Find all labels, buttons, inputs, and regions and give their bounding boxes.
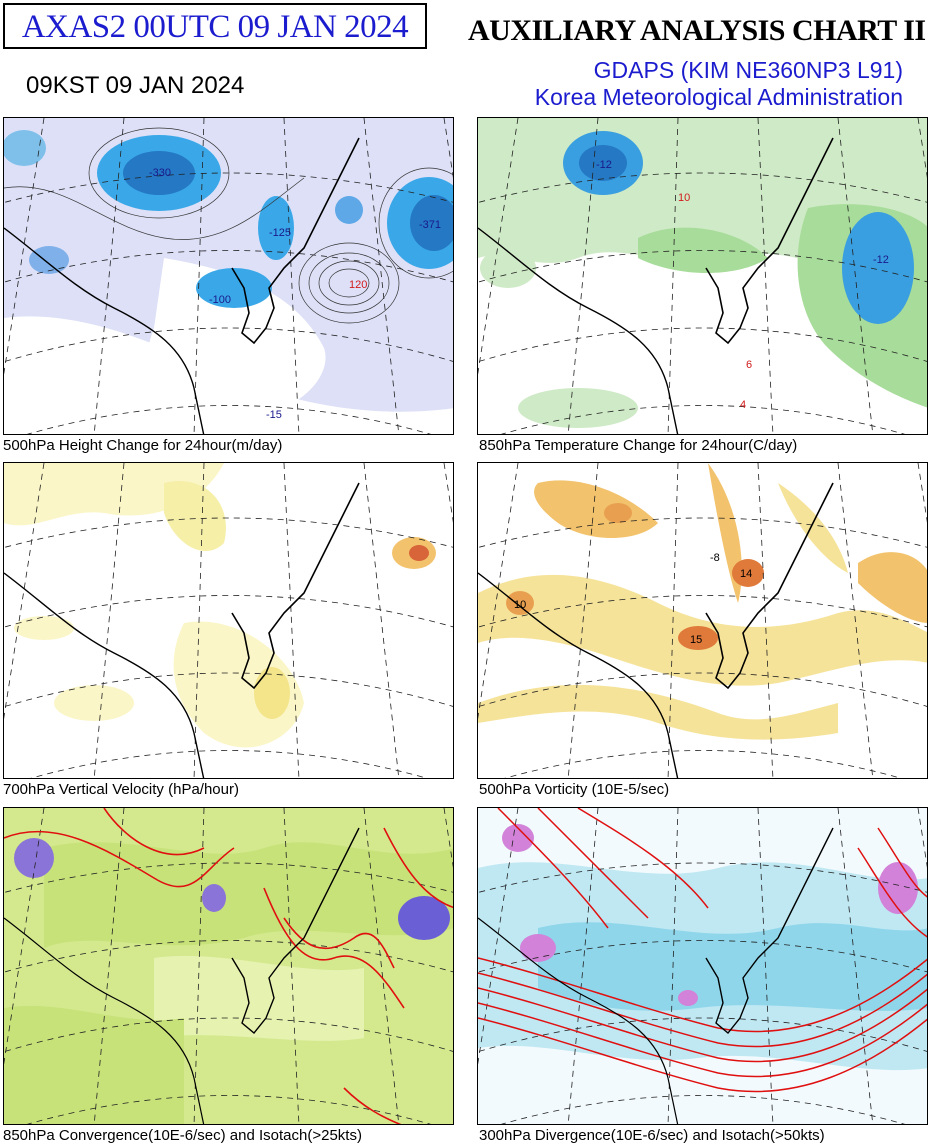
height-change-label: -125 (269, 227, 291, 239)
temperature-change-label: 6 (746, 359, 752, 371)
product-code: AXAS2 00UTC 09 JAN 2024 (21, 9, 409, 45)
height-change-caption: 500hPa Height Change for 24hour(m/day) (3, 437, 283, 454)
height-change-label: 120 (349, 279, 367, 291)
vorticity-caption: 500hPa Vorticity (10E-5/sec) (479, 781, 670, 798)
agency-name: Korea Meteorological Administration (534, 84, 903, 110)
convergence-map (3, 807, 454, 1125)
vorticity-label: 10 (514, 599, 526, 611)
temperature-change-label: 4 (740, 399, 746, 411)
model-name: GDAPS (KIM NE360NP3 L91) (593, 57, 903, 83)
temperature-change-map: -12 -12 10 6 4 (477, 117, 928, 435)
height-change-label: -371 (419, 219, 441, 231)
height-change-map: 120 -330 -100 -125 -371 -15 (3, 117, 454, 435)
vorticity-label: 14 (740, 568, 752, 580)
temperature-change-label: -12 (596, 159, 612, 171)
temperature-change-label: -12 (873, 254, 889, 266)
vertical-velocity-caption: 700hPa Vertical Velocity (hPa/hour) (3, 781, 239, 798)
temperature-change-label: 10 (678, 192, 690, 204)
height-change-label: -330 (149, 167, 171, 179)
divergence-map (477, 807, 928, 1125)
local-time: 09KST 09 JAN 2024 (26, 72, 245, 99)
chart-title: AUXILIARY ANALYSIS CHART II (468, 14, 926, 47)
height-change-label: -15 (266, 409, 282, 421)
vorticity-label: 15 (690, 634, 702, 646)
divergence-caption: 300hPa Divergence(10E-6/sec) and Isotach… (479, 1127, 825, 1144)
product-code-box: AXAS2 00UTC 09 JAN 2024 (3, 3, 427, 49)
height-change-label: -100 (209, 294, 231, 306)
temperature-change-caption: 850hPa Temperature Change for 24hour(C/d… (479, 437, 798, 454)
convergence-caption: 850hPa Convergence(10E-6/sec) and Isotac… (3, 1127, 362, 1144)
vorticity-map: -8 14 15 10 (477, 462, 928, 779)
vertical-velocity-map (3, 462, 454, 779)
vorticity-label: -8 (710, 552, 720, 564)
